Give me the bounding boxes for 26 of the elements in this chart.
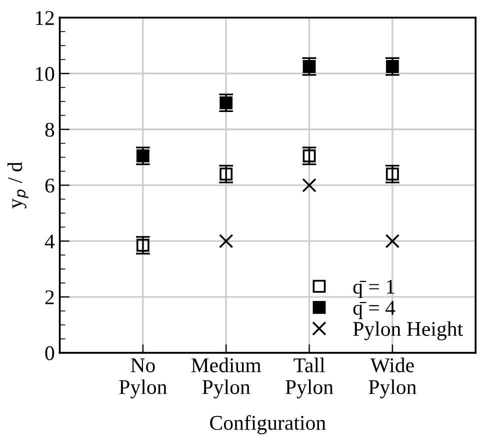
x-tick-label: Medium Pylon — [191, 358, 262, 398]
y-tick-label: 6 — [45, 178, 54, 193]
point — [302, 149, 316, 162]
x-tick-label: Wide Pylon — [368, 358, 416, 398]
y-tick-label: 10 — [36, 66, 54, 81]
point — [136, 149, 150, 162]
point — [218, 234, 234, 248]
x-tick-label: No Pylon — [119, 358, 167, 398]
point — [302, 178, 316, 192]
x-tick-label: Tall Pylon — [286, 358, 334, 398]
y-tick-label: 12 — [36, 11, 54, 25]
y-axis-title: y$_{p}$ / d — [7, 162, 28, 209]
y-tick-label: 4 — [44, 234, 55, 248]
point — [386, 168, 399, 181]
point — [220, 168, 233, 181]
point — [385, 234, 400, 248]
legend-label: q̄ = 4 — [353, 300, 396, 320]
point — [302, 60, 316, 73]
y-tick-label: 8 — [45, 122, 54, 137]
y-tick-label: 0 — [45, 346, 54, 360]
point — [220, 96, 233, 110]
legend-label: q̄ = 1 — [353, 280, 394, 298]
point — [386, 60, 399, 73]
legend-label: Pylon Height — [353, 321, 463, 340]
y-tick-label: 2 — [45, 290, 54, 304]
x-axis-title: Configuration — [210, 415, 326, 434]
